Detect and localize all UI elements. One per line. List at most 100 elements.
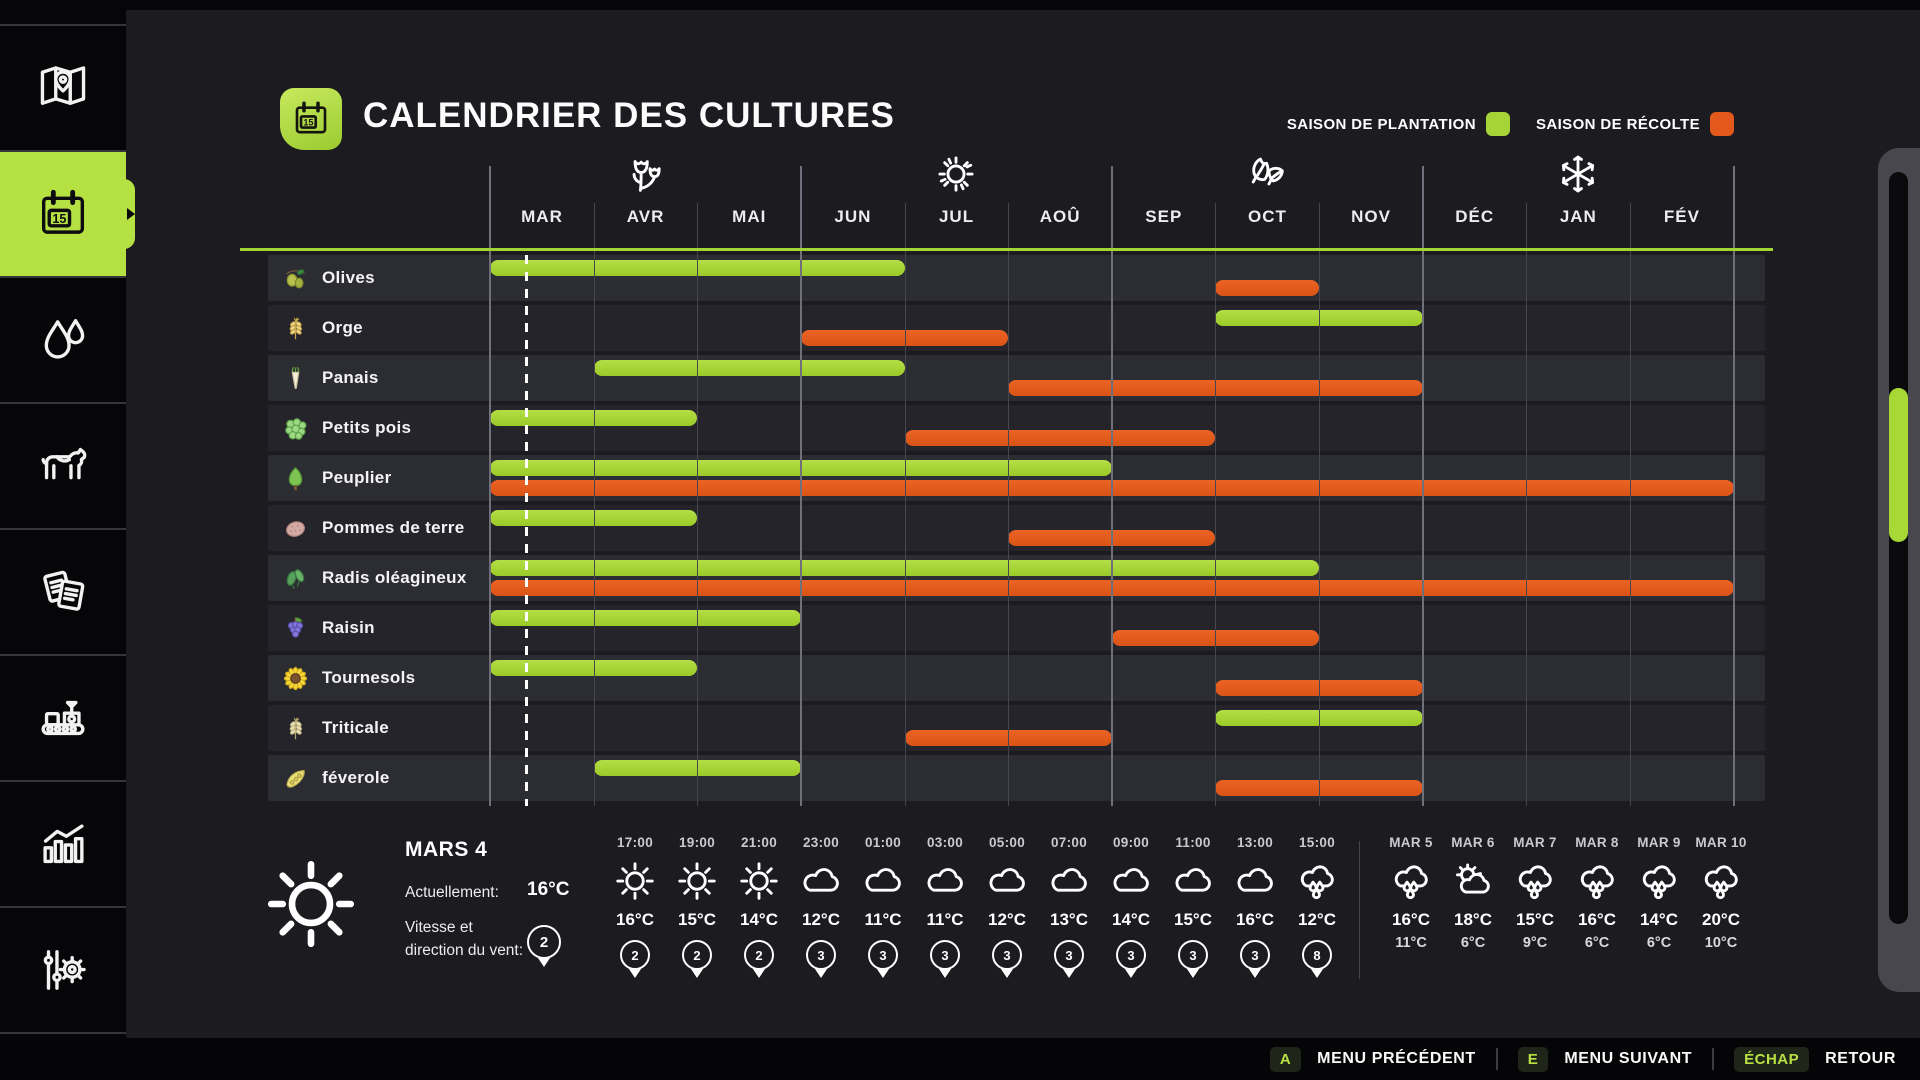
- wind-pin-tail: [1125, 969, 1137, 978]
- daily-column: MAR 5 16°C 11°C: [1380, 835, 1442, 951]
- planting-bar: [1215, 710, 1423, 726]
- wind-label-line2: direction du vent:: [405, 942, 524, 959]
- day-label: MAR 7: [1513, 835, 1557, 850]
- daily-forecast: MAR 5 16°C 11°C MAR 6 18°C 6°C MAR 7 15°C 9°C MAR…: [1380, 835, 1752, 951]
- key-badge-échap[interactable]: ÉCHAP: [1734, 1046, 1810, 1072]
- gridline: [1319, 203, 1321, 806]
- sidebar-item-map[interactable]: [0, 24, 126, 152]
- hour-label: 21:00: [740, 835, 778, 850]
- current-date-line: [525, 255, 528, 806]
- hourly-column: 11:00 15°C 3: [1162, 835, 1224, 978]
- legend-harvest-label: SAISON DE RÉCOLTE: [1535, 115, 1700, 133]
- sun-icon: [612, 858, 658, 904]
- summer-sun-icon: [933, 151, 979, 197]
- rain-icon: [1512, 858, 1558, 904]
- gridline: [489, 166, 491, 806]
- hour-label: 15:00: [1298, 835, 1336, 850]
- month-label: AVR: [626, 207, 665, 226]
- production-icon: [34, 689, 92, 747]
- day-label: MAR 9: [1637, 835, 1681, 850]
- wind-value: 8: [1302, 940, 1332, 970]
- hourly-column: 05:00 12°C 3: [976, 835, 1038, 978]
- wind-value: 3: [1054, 940, 1084, 970]
- month-label: MAI: [732, 207, 767, 226]
- sidebar-item-production[interactable]: [0, 656, 126, 782]
- day-low-temp: 9°C: [1522, 935, 1548, 951]
- key-badge-a[interactable]: A: [1269, 1046, 1302, 1072]
- cloud-icon: [1046, 858, 1092, 904]
- crop-row-label: Tournesols: [282, 655, 415, 701]
- harvest-swatch: [1710, 112, 1734, 136]
- rain-icon: [1698, 858, 1744, 904]
- month-label: MAR: [521, 207, 563, 226]
- day-low-temp: 11°C: [1395, 935, 1427, 951]
- day-high-temp: 16°C: [1578, 910, 1616, 929]
- scrollbar-thumb[interactable]: [1889, 388, 1908, 542]
- documents-icon: [34, 563, 92, 621]
- hourly-column: 03:00 11°C 3: [914, 835, 976, 978]
- hour-temp: 12°C: [802, 910, 840, 929]
- sidebar-item-moisture[interactable]: [0, 278, 126, 404]
- harvest-bar: [904, 430, 1216, 446]
- key-badge-e[interactable]: E: [1517, 1046, 1549, 1072]
- sidebar-item-contracts[interactable]: [0, 530, 126, 656]
- hourly-column: 01:00 11°C 3: [852, 835, 914, 978]
- cloud-icon: [1170, 858, 1216, 904]
- crop-row: Pommes de terre: [268, 505, 1765, 551]
- hour-label: 07:00: [1050, 835, 1088, 850]
- crop-grapes-icon: [282, 615, 309, 642]
- sidebar-item-statistics[interactable]: [0, 782, 126, 908]
- map-icon: [34, 59, 92, 117]
- crop-row: Peuplier: [268, 455, 1765, 501]
- wind-value: 3: [1240, 940, 1270, 970]
- wind-pin-icon: 2: [620, 940, 650, 978]
- crop-potato-icon: [282, 515, 309, 542]
- scrollbar-slot: [1889, 172, 1908, 924]
- hour-label: 09:00: [1112, 835, 1150, 850]
- current-wind-pin-icon: 2: [527, 925, 561, 967]
- crop-name: Peuplier: [322, 468, 392, 487]
- wind-label-line1: Vitesse et: [405, 919, 473, 936]
- wind-pin-icon: 8: [1302, 940, 1332, 978]
- daily-column: MAR 7 15°C 9°C: [1504, 835, 1566, 951]
- day-low-temp: 6°C: [1584, 935, 1610, 951]
- wind-pin-tail: [1187, 969, 1199, 978]
- wind-value: 3: [930, 940, 960, 970]
- footer-bar: A MENU PRÉCÉDENT E MENU SUIVANT ÉCHAP RETOUR: [0, 1038, 1920, 1080]
- crop-name: Pommes de terre: [322, 518, 465, 537]
- hour-temp: 12°C: [1298, 910, 1336, 929]
- crop-row: Radis oléagineux: [268, 555, 1765, 601]
- sidebar-item-settings[interactable]: [0, 908, 126, 1034]
- cloud-icon: [984, 858, 1030, 904]
- wind-value: 3: [992, 940, 1022, 970]
- hourly-column: 19:00 15°C 2: [666, 835, 728, 978]
- crop-row-label: Petits pois: [282, 405, 411, 451]
- gridline: [904, 203, 906, 806]
- day-high-temp: 16°C: [1392, 910, 1430, 929]
- hour-temp: 11°C: [864, 910, 902, 929]
- crop-row: Tournesols: [268, 655, 1765, 701]
- crop-name: Olives: [322, 268, 375, 287]
- legend-harvest: SAISON DE RÉCOLTE: [1536, 112, 1734, 136]
- hourly-column: 13:00 16°C 3: [1224, 835, 1286, 978]
- sun-icon: [674, 858, 720, 904]
- planting-bar: [490, 610, 801, 626]
- gridline: [1629, 203, 1631, 806]
- gridline: [1421, 166, 1424, 806]
- gridline: [1215, 203, 1217, 806]
- wind-pin-tail: [538, 958, 550, 967]
- sidebar-item-calendar[interactable]: [0, 152, 126, 278]
- day-low-temp: 6°C: [1646, 935, 1672, 951]
- hour-temp: 15°C: [1174, 910, 1212, 929]
- crop-rows: Olives Orge Panais Petits pois Peuplier Pomme…: [268, 255, 1765, 805]
- day-high-temp: 18°C: [1454, 910, 1492, 929]
- month-label: DÉC: [1455, 207, 1495, 226]
- day-high-temp: 15°C: [1516, 910, 1554, 929]
- hourly-column: 07:00 13°C 3: [1038, 835, 1100, 978]
- wind-pin-tail: [753, 969, 765, 978]
- sidebar-item-animals[interactable]: [0, 404, 126, 530]
- crop-poplar-icon: [282, 465, 309, 492]
- scrollbar-track[interactable]: [1878, 148, 1920, 992]
- cloud-icon: [922, 858, 968, 904]
- crop-fababean-icon: [282, 765, 309, 792]
